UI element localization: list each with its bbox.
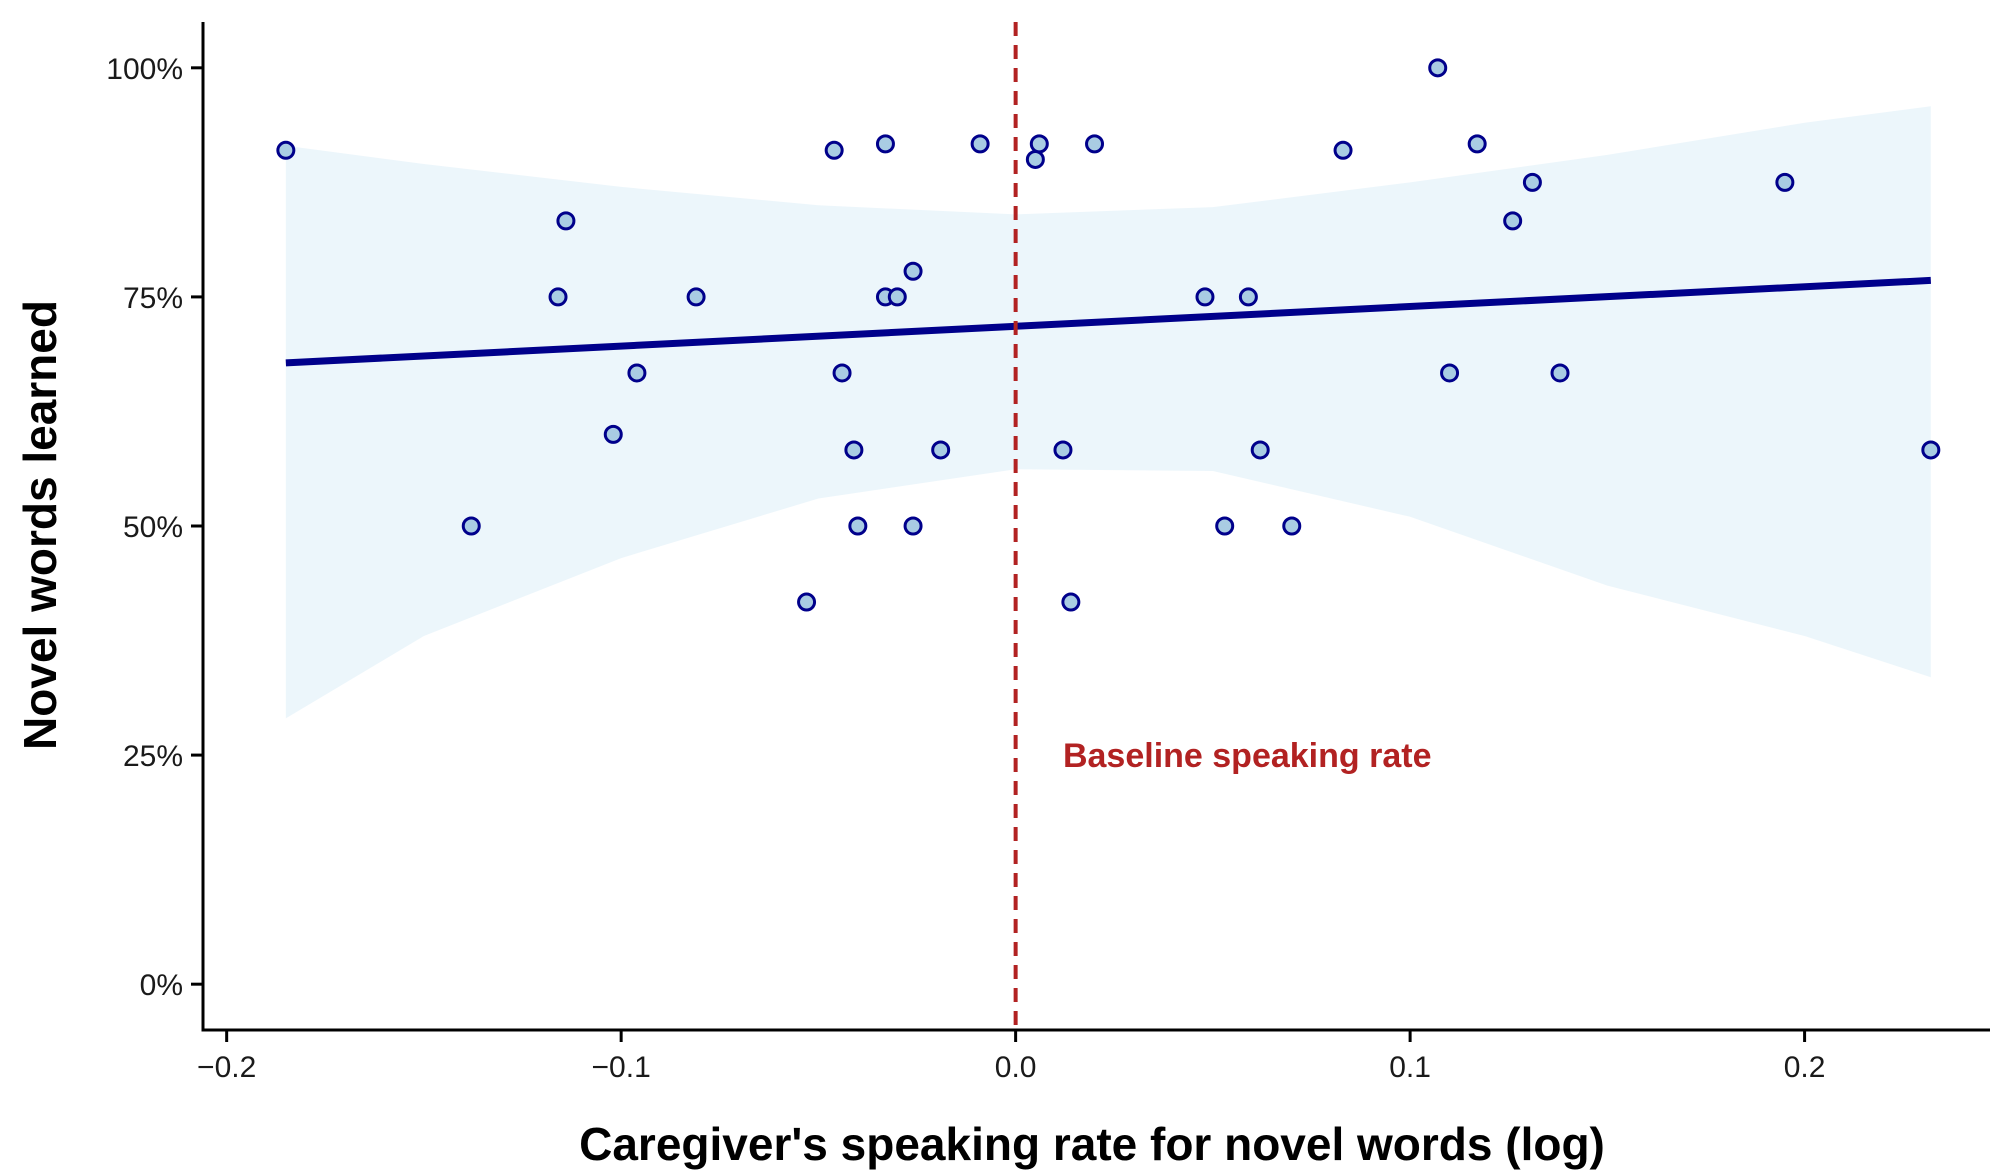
- data-point: [970, 134, 990, 154]
- data-point: [556, 211, 576, 231]
- data-point: [875, 134, 895, 154]
- y-tick-label: 50%: [123, 511, 183, 544]
- data-point: [1061, 592, 1081, 612]
- y-axis-title: Novel words learned: [14, 300, 66, 750]
- data-point: [887, 287, 907, 307]
- x-tick-label: 0.0: [995, 1051, 1037, 1084]
- data-point: [1440, 363, 1460, 383]
- annotation-layer: Baseline speaking rate: [1063, 737, 1432, 775]
- x-tick-label: −0.1: [592, 1051, 651, 1084]
- x-axis-title: Caregiver's speaking rate for novel word…: [579, 1118, 1605, 1170]
- data-point: [824, 140, 844, 160]
- data-point: [276, 140, 296, 160]
- data-point: [1029, 134, 1049, 154]
- data-point: [1282, 516, 1302, 536]
- data-point: [1053, 440, 1073, 460]
- data-point: [603, 424, 623, 444]
- data-point: [1085, 134, 1105, 154]
- data-point: [1333, 140, 1353, 160]
- data-point: [1238, 287, 1258, 307]
- trend-line: [285, 276, 1932, 367]
- data-point: [1503, 211, 1523, 231]
- data-point: [1215, 516, 1235, 536]
- y-tick-label: 75%: [123, 282, 183, 315]
- data-point: [1025, 149, 1045, 169]
- data-point: [1921, 440, 1941, 460]
- data-point: [931, 440, 951, 460]
- trend-line-layer: [285, 276, 1932, 367]
- data-point: [797, 592, 817, 612]
- axes-layer: −0.2 −0.1 0.0 0.1 0.2 0% 25% 50% 75% 100%: [106, 22, 1990, 1084]
- data-point: [903, 261, 923, 281]
- data-point: [548, 287, 568, 307]
- data-point: [461, 516, 481, 536]
- data-point: [848, 516, 868, 536]
- y-tick-label: 100%: [106, 53, 183, 86]
- data-point: [1550, 363, 1570, 383]
- data-point: [903, 516, 923, 536]
- data-points-layer: [276, 58, 1941, 612]
- y-tick-label: 0%: [140, 969, 183, 1002]
- confidence-band: [285, 106, 1931, 719]
- data-point: [844, 440, 864, 460]
- data-point: [686, 287, 706, 307]
- x-tick-label: 0.1: [1389, 1051, 1431, 1084]
- data-point: [832, 363, 852, 383]
- x-tick-label: 0.2: [1784, 1051, 1826, 1084]
- data-point: [1467, 134, 1487, 154]
- baseline-annotation: Baseline speaking rate: [1063, 737, 1432, 775]
- y-tick-label: 25%: [123, 740, 183, 773]
- x-tick-label: −0.2: [197, 1051, 256, 1084]
- data-point: [627, 363, 647, 383]
- data-point: [1522, 172, 1542, 192]
- data-point: [1428, 58, 1448, 78]
- data-point: [1195, 287, 1215, 307]
- data-point: [1250, 440, 1270, 460]
- confidence-band-layer: [285, 106, 1931, 719]
- data-point: [1775, 172, 1795, 192]
